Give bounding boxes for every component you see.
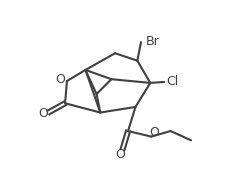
Text: O: O [116,148,126,161]
Text: Br: Br [146,35,159,48]
Text: O: O [150,126,159,139]
Text: O: O [38,107,48,120]
Text: O: O [55,74,65,86]
Text: Cl: Cl [166,75,179,89]
